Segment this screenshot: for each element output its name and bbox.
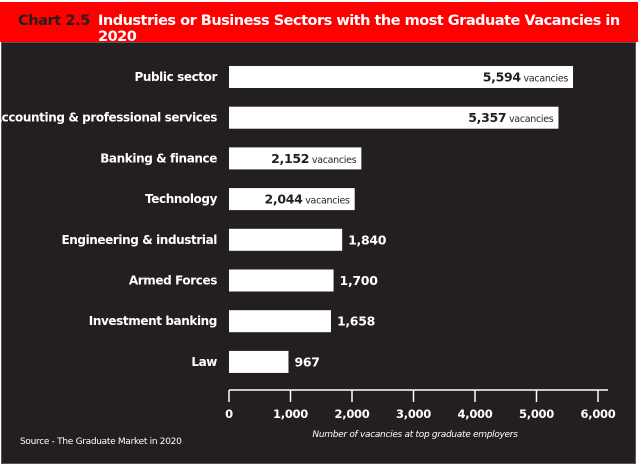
value-label: 5,357 vacancies	[468, 110, 554, 125]
value-unit: vacancies	[521, 74, 569, 85]
value-label: 967 vacancies	[294, 354, 367, 369]
value-number: 1,658	[337, 314, 375, 329]
value-label: 1,658 vacancies	[337, 314, 423, 329]
chart-header: Chart 2.5 Industries or Business Sectors…	[0, 2, 638, 45]
value-unit: vacancies	[303, 196, 351, 207]
category-label: Engineering & industrial	[61, 233, 217, 247]
bar	[229, 106, 559, 129]
value-number: 967	[294, 354, 319, 369]
x-tick-label: 5,000	[519, 407, 554, 421]
category-label: Accounting & professional services	[0, 111, 217, 125]
category-label: Public sector	[134, 70, 217, 84]
source-note: Source - The Graduate Market in 2020	[20, 437, 182, 447]
category-label: Armed Forces	[129, 274, 217, 288]
value-unit: vacancies	[309, 155, 357, 166]
value-unit: vacancies	[320, 358, 368, 369]
category-label: Technology	[145, 192, 218, 206]
value-label: 2,152 vacancies	[271, 151, 357, 166]
bar	[229, 147, 362, 170]
value-unit: vacancies	[386, 236, 434, 247]
value-label: 2,044 vacancies	[264, 192, 350, 207]
x-tick-label: 6,000	[581, 407, 616, 421]
x-tick-label: 3,000	[396, 407, 431, 421]
value-unit: vacancies	[375, 318, 423, 329]
category-label: Investment banking	[89, 314, 217, 328]
x-tick-label: 1,000	[273, 407, 308, 421]
value-number: 2,044	[264, 192, 303, 207]
value-label: 1,840 vacancies	[348, 232, 434, 247]
value-label: 1,700 vacancies	[340, 273, 426, 288]
bar	[229, 228, 343, 251]
value-number: 1,700	[340, 273, 379, 288]
bar	[229, 350, 289, 373]
value-number: 5,357	[468, 110, 506, 125]
value-number: 1,840	[348, 232, 387, 247]
category-label: Law	[191, 355, 217, 369]
bar	[229, 66, 574, 88]
bar	[229, 188, 355, 211]
value-unit: vacancies	[378, 277, 426, 288]
value-label: 5,594 vacancies	[483, 70, 569, 85]
chart-number: Chart 2.5	[18, 13, 90, 29]
value-number: 5,594	[483, 70, 522, 85]
x-tick-label: 4,000	[458, 407, 493, 421]
category-label: Banking & finance	[100, 151, 217, 165]
chart-title: Industries or Business Sectors with the …	[98, 13, 620, 45]
value-unit: vacancies	[506, 114, 554, 125]
x-axis-title: Number of vacancies at top graduate empl…	[312, 430, 518, 440]
bar	[229, 269, 334, 292]
bar	[229, 310, 331, 333]
value-number: 2,152	[271, 151, 309, 166]
x-tick-label: 2,000	[335, 407, 370, 421]
x-tick-label: 0	[225, 407, 233, 421]
